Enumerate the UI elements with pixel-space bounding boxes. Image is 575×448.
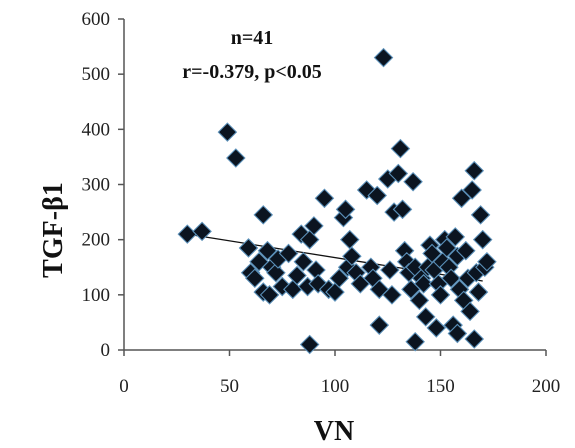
data-point [287, 265, 307, 286]
data-point [369, 315, 390, 335]
data-point [329, 268, 349, 289]
data-point [426, 318, 447, 338]
data-point [253, 205, 274, 225]
data-point [299, 334, 320, 355]
data-point [238, 238, 259, 258]
y-tick-label: 200 [82, 230, 111, 251]
data-point [293, 251, 314, 272]
data-point [445, 227, 466, 247]
data-point [373, 47, 394, 68]
data-point [403, 171, 423, 192]
data-point [441, 268, 461, 289]
data-point [413, 274, 434, 294]
data-point [477, 251, 497, 272]
data-point [192, 221, 212, 242]
data-point [259, 285, 280, 305]
data-point [437, 238, 457, 258]
x-tick-label: 100 [321, 376, 350, 397]
y-tick-label: 300 [82, 175, 111, 196]
data-point [304, 216, 324, 236]
data-point [430, 285, 451, 305]
data-point [456, 240, 476, 261]
y-axis-title: TGF-β1 [38, 182, 69, 278]
data-point [451, 188, 472, 209]
data-point [380, 260, 400, 280]
data-point [468, 282, 489, 302]
x-tick-label: 200 [532, 376, 561, 397]
data-point [266, 262, 286, 283]
y-tick-label: 0 [101, 340, 111, 361]
y-tick-label: 500 [82, 64, 111, 85]
data-point [339, 229, 360, 250]
data-point [390, 138, 411, 159]
data-point [257, 240, 278, 261]
y-tick-label: 100 [82, 285, 111, 306]
data-point [462, 180, 482, 200]
annotation-n: n=41 [231, 27, 274, 49]
axes: 0 100 200 300 400 500 600 0 50 100 150 200 [82, 9, 561, 397]
data-point [226, 148, 246, 168]
y-ticks: 0 100 200 300 400 500 600 [82, 9, 124, 361]
data-point [217, 122, 238, 142]
data-point [278, 243, 299, 264]
data-point [409, 290, 430, 311]
data-point [177, 224, 198, 244]
data-point [447, 323, 468, 344]
data-point [415, 307, 436, 327]
data-point [382, 285, 402, 305]
data-point [460, 301, 480, 322]
y-tick-label: 400 [82, 119, 111, 140]
data-point [470, 205, 491, 225]
data-points [177, 47, 497, 355]
data-point [392, 199, 413, 220]
data-point [405, 331, 425, 352]
data-point [367, 185, 387, 206]
data-point [464, 329, 485, 349]
data-point [342, 246, 362, 266]
data-point [388, 163, 409, 184]
data-point [314, 188, 335, 209]
annotation-correlation: r=-0.379, p<0.05 [182, 61, 321, 83]
x-tick-label: 150 [426, 376, 455, 397]
data-point [245, 268, 265, 289]
x-axis-title: VN [314, 416, 354, 447]
data-point [335, 199, 356, 220]
x-tick-label: 0 [119, 376, 129, 397]
data-point [464, 160, 485, 181]
x-ticks: 0 50 100 150 200 [119, 350, 560, 397]
y-tick-label: 600 [82, 9, 111, 30]
x-tick-label: 50 [220, 376, 239, 397]
data-point [472, 229, 493, 250]
